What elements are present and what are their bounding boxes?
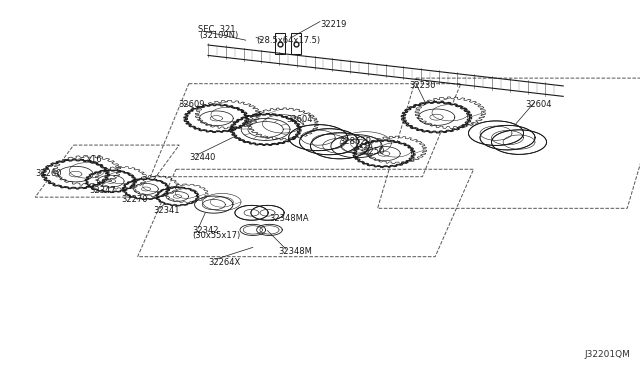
Text: 32341: 32341 — [154, 206, 180, 215]
Polygon shape — [310, 133, 369, 159]
Polygon shape — [157, 187, 198, 205]
Polygon shape — [403, 102, 470, 132]
Polygon shape — [86, 170, 135, 192]
Text: 32862P: 32862P — [339, 137, 371, 146]
Polygon shape — [480, 125, 535, 150]
Text: (30x55x17): (30x55x17) — [192, 231, 240, 240]
Polygon shape — [289, 125, 348, 151]
Text: 32604: 32604 — [287, 115, 313, 124]
Text: 32250: 32250 — [358, 147, 385, 156]
Text: 32348M: 32348M — [278, 247, 312, 256]
Text: 32219: 32219 — [320, 20, 346, 29]
Polygon shape — [331, 135, 382, 158]
Text: (32109N): (32109N) — [200, 31, 239, 39]
Polygon shape — [124, 179, 168, 199]
Text: 32260: 32260 — [35, 169, 61, 178]
Text: (28.5x64x17.5): (28.5x64x17.5) — [256, 36, 320, 45]
FancyBboxPatch shape — [291, 33, 301, 54]
Text: 32609: 32609 — [178, 100, 204, 109]
Polygon shape — [195, 196, 233, 213]
Polygon shape — [232, 114, 300, 145]
Polygon shape — [235, 205, 268, 220]
Text: 32348MA: 32348MA — [269, 214, 308, 223]
Text: SEC. 321: SEC. 321 — [198, 25, 236, 34]
Text: 32342: 32342 — [192, 226, 218, 235]
Text: 32440: 32440 — [189, 153, 215, 161]
Polygon shape — [251, 205, 284, 220]
Text: 32230: 32230 — [410, 81, 436, 90]
Polygon shape — [44, 160, 108, 188]
Polygon shape — [468, 121, 524, 145]
FancyBboxPatch shape — [275, 33, 285, 54]
Text: x16: x16 — [86, 155, 102, 164]
Text: 32604: 32604 — [525, 100, 551, 109]
Polygon shape — [186, 105, 247, 132]
Text: 32347: 32347 — [90, 186, 116, 195]
Text: 32270: 32270 — [122, 195, 148, 204]
Polygon shape — [300, 129, 358, 155]
Text: J32201QM: J32201QM — [584, 350, 630, 359]
Text: 32264X: 32264X — [208, 258, 240, 267]
Polygon shape — [492, 130, 547, 154]
Polygon shape — [355, 141, 413, 167]
